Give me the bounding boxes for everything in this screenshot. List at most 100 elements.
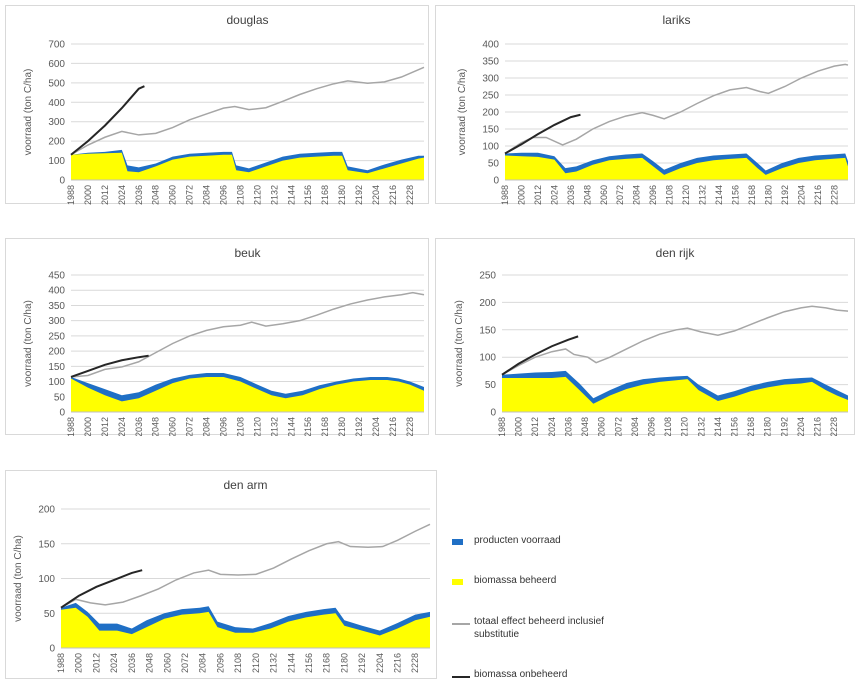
- x-tick-label: 1988: [497, 417, 507, 436]
- chart-panel-den-arm: den arm 0 50 100 150 200 voorraad (ton C/ha) 19…: [5, 470, 437, 679]
- chart-svg-beuk: beuk 0 50 100 150 200 250 300 350 400 450 voorraad …: [23, 246, 425, 436]
- y-tick-label: 100: [48, 377, 65, 388]
- y-tick-label: 150: [482, 125, 499, 136]
- y-tick-label: 100: [479, 353, 496, 364]
- y-tick-label: 0: [493, 176, 499, 187]
- x-tick-label: 2012: [533, 185, 543, 205]
- x-tick-label: 2216: [813, 185, 823, 205]
- x-tick-label: 2156: [304, 653, 314, 673]
- legend-item-biomassa-onbeheerd: biomassa onbeheerd: [452, 668, 682, 686]
- x-tick-label: 1988: [500, 185, 510, 205]
- y-tick-label: 50: [485, 380, 497, 391]
- y-tick-label: 300: [482, 74, 499, 85]
- y-tick-label: 0: [59, 176, 65, 187]
- legend-swatch-producten-voorraad: [452, 539, 463, 545]
- x-tick-label: 2144: [286, 653, 296, 673]
- x-tick-label: 2180: [339, 653, 349, 673]
- x-tick-label: 2216: [393, 653, 403, 673]
- y-tick-label: 150: [48, 362, 65, 373]
- x-tick-label: 2216: [388, 185, 398, 205]
- y-tick-label: 100: [38, 574, 55, 585]
- series-totaal-effect: [60, 523, 431, 609]
- chart-panel-douglas: douglas 0 100 200 300 400 500 600 700 voorraad (t…: [5, 5, 429, 205]
- y-axis-label: voorraad (ton C/ha): [13, 535, 24, 622]
- x-tick-label: 2192: [357, 653, 367, 673]
- x-tick-label: 2120: [681, 185, 691, 205]
- y-axis-label: voorraad (ton C/ha): [23, 300, 34, 387]
- y-tick-label: 600: [48, 59, 65, 70]
- chart-svg-douglas: douglas 0 100 200 300 400 500 600 700 voorraad (t…: [23, 13, 425, 205]
- x-tick-label: 2204: [371, 185, 381, 205]
- x-tick-label: 2108: [235, 185, 245, 205]
- legend-label-totaal-effect: totaal effect beheerd inclusief substitut…: [474, 615, 604, 641]
- x-tick-label: 2204: [796, 185, 806, 205]
- y-axis-label: voorraad (ton C/ha): [23, 69, 34, 156]
- series-totaal-effect: [501, 305, 849, 376]
- legend-label-biomassa-onbeheerd: biomassa onbeheerd: [474, 669, 568, 680]
- x-tick-label: 2000: [83, 417, 93, 436]
- x-tick-label: 2192: [779, 417, 789, 436]
- y-tick-label: 100: [48, 156, 65, 167]
- legend-label-biomassa-beheerd: biomassa beheerd: [474, 575, 557, 586]
- series-totaal-effect: [504, 63, 849, 155]
- x-tick-label: 2060: [597, 417, 607, 436]
- x-tick-label: 2072: [185, 185, 195, 205]
- legend-label-totaal-effect-line2: substitutie: [474, 629, 520, 640]
- y-tick-label: 0: [490, 408, 496, 419]
- x-tick-label: 2096: [218, 417, 228, 436]
- x-tick-label: 2156: [730, 185, 740, 205]
- x-tick-label: 2108: [663, 417, 673, 436]
- x-tick-label: 2000: [83, 185, 93, 205]
- x-tick-label: 2144: [286, 417, 296, 436]
- series-biomassa-beheerd: [71, 152, 424, 180]
- y-tick-label: 200: [48, 347, 65, 358]
- x-tick-label: 2132: [696, 417, 706, 436]
- x-tick-label: 2108: [235, 417, 245, 436]
- legend: producten voorraad biomassa beheerd tota…: [452, 534, 682, 680]
- legend-label-totaal-effect-line1: totaal effect beheerd inclusief: [474, 616, 604, 627]
- chart-svg-den-arm: den arm 0 50 100 150 200 voorraad (ton C/ha) 19…: [13, 478, 431, 673]
- legend-item-producten-voorraad: producten voorraad: [452, 534, 682, 552]
- x-tick-label: 2072: [615, 185, 625, 205]
- y-tick-label: 200: [48, 137, 65, 148]
- x-tick-label: 2000: [74, 653, 84, 673]
- x-tick-label: 2012: [530, 417, 540, 436]
- x-tick-label: 2180: [337, 417, 347, 436]
- x-tick-label: 2192: [354, 417, 364, 436]
- x-tick-label: 2048: [151, 417, 161, 436]
- x-tick-label: 2120: [680, 417, 690, 436]
- y-tick-label: 50: [54, 392, 66, 403]
- legend-line-biomassa-onbeheerd: [452, 676, 470, 678]
- chart-panel-lariks: lariks 0 50 100 150 200 250 300 350 400 voorraad (…: [435, 5, 855, 205]
- series-biomassa-beheerd: [505, 155, 848, 180]
- x-tick-label: 2096: [215, 653, 225, 673]
- y-tick-label: 200: [482, 108, 499, 119]
- x-tick-label: 2216: [813, 417, 823, 436]
- x-tick-label: 2144: [713, 417, 723, 436]
- x-tick-label: 2132: [698, 185, 708, 205]
- y-tick-label: 400: [48, 286, 65, 297]
- chart-title: beuk: [234, 246, 261, 260]
- x-tick-label: 2024: [109, 653, 119, 673]
- x-tick-label: 2180: [763, 417, 773, 436]
- x-tick-label: 2024: [547, 417, 557, 436]
- y-tick-label: 150: [479, 325, 496, 336]
- series-totaal-effect: [70, 66, 425, 156]
- y-tick-label: 300: [48, 117, 65, 128]
- x-tick-label: 2060: [599, 185, 609, 205]
- x-tick-label: 2228: [405, 185, 415, 205]
- x-tick-label: 2000: [516, 185, 526, 205]
- series-biomassa-onbeheerd: [70, 354, 149, 378]
- y-tick-label: 700: [48, 40, 65, 51]
- x-tick-label: 2120: [252, 185, 262, 205]
- series-biomassa-beheerd: [502, 376, 848, 412]
- x-tick-label: 2156: [303, 417, 313, 436]
- x-tick-label: 2048: [582, 185, 592, 205]
- x-tick-label: 2156: [303, 185, 313, 205]
- x-tick-label: 2192: [780, 185, 790, 205]
- x-tick-label: 2024: [117, 185, 127, 205]
- x-tick-label: 2012: [91, 653, 101, 673]
- x-tick-label: 2132: [269, 417, 279, 436]
- x-tick-label: 2084: [630, 417, 640, 436]
- series-biomassa-onbeheerd: [60, 569, 143, 609]
